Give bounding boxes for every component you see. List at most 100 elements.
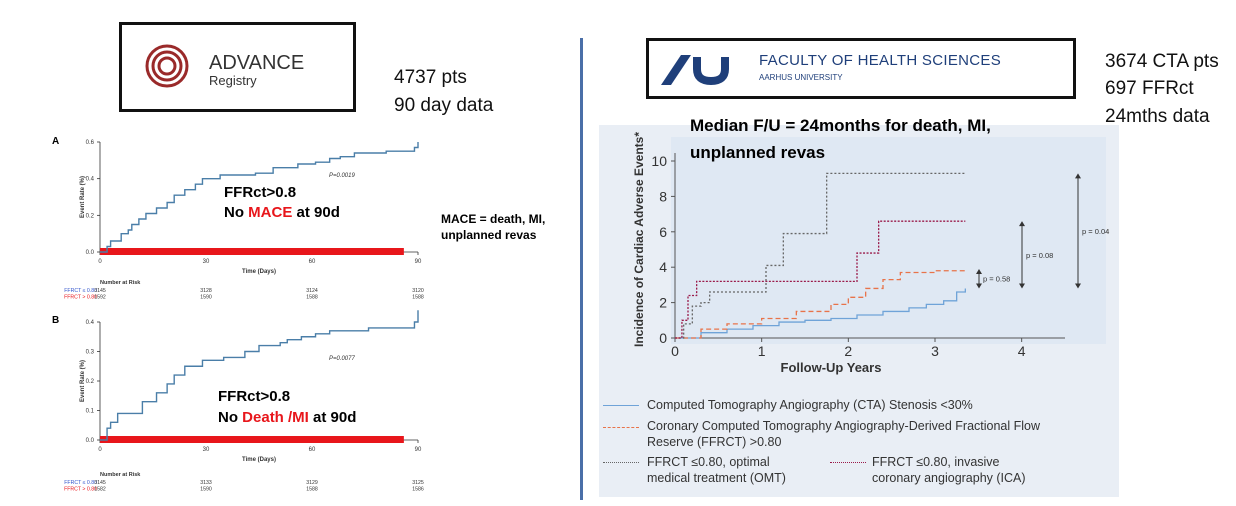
panel-a-label: A (52, 136, 60, 147)
legend-label-ffr-high-2: Reserve (FFRCT) >0.80 (647, 435, 782, 449)
x-tick-label: 0 (98, 259, 102, 265)
ffr-low-omt-curve (675, 172, 966, 339)
chart-c: 0 2 4 6 8 10 0 1 2 3 4 Follow-Up Years Incidence of … (632, 132, 1109, 375)
p-value-ica-label: p = 0.08 (1026, 251, 1053, 260)
y-tick-label: 0.6 (86, 140, 95, 146)
legend-label-ffr-high-1: Coronary Computed Tomography Angiography… (647, 419, 1041, 433)
p-value-omt-arrow-top (1075, 173, 1081, 179)
x-tick-label: 4 (1018, 343, 1026, 359)
risk-value: 1590 (200, 487, 212, 493)
legend-line-cta (603, 405, 639, 406)
x-axis-label: Time (Days) (242, 269, 276, 275)
advance-logo-box: ADVANCE Registry (119, 22, 356, 112)
aarhus-logo-icon (661, 55, 729, 86)
risk-value: 1592 (94, 295, 106, 301)
risk-value: 3129 (306, 480, 318, 486)
panel-a-annotation-line1: FFRct>0.8 (224, 184, 297, 201)
x-tick-label: 90 (415, 447, 422, 453)
risk-value: 3120 (412, 288, 424, 294)
x-tick-label: 2 (844, 343, 852, 359)
x-tick-label: 60 (309, 447, 316, 453)
advance-logo-title: ADVANCE (209, 52, 305, 74)
p-value-label: P=0.0019 (329, 173, 356, 179)
chart-b: 0.0 0.1 0.2 0.3 0.4 0 30 60 90 Time (Days) Event R… (64, 310, 424, 493)
p-value-ffr-high-arrow-bottom (976, 283, 982, 289)
ffr-low-curve (100, 310, 419, 441)
risk-value: 3125 (412, 480, 424, 486)
right-heading-line1: Median F/U = 24months for death, MI, (690, 116, 991, 135)
risk-row-label: FFRCT > 0.80 (64, 295, 97, 301)
p-value-omt-arrow-bottom (1075, 283, 1081, 289)
legend-label-ica-2: coronary angiography (ICA) (872, 471, 1026, 485)
risk-value: 1588 (306, 487, 318, 493)
risk-value: 3145 (94, 480, 106, 486)
right-stat-cta: 3674 CTA pts (1105, 51, 1219, 72)
risk-value: 3145 (94, 288, 106, 294)
risk-header: Number at Risk (100, 280, 141, 286)
legend-label-omt-2: medical treatment (OMT) (647, 471, 786, 485)
risk-row-label: FFRCT ≤ 0.80 (64, 480, 97, 486)
aarhus-logo-subtitle: AARHUS UNIVERSITY (759, 73, 843, 82)
ffr-high-curve-bar (100, 436, 404, 443)
risk-value: 3128 (200, 288, 212, 294)
risk-value: 1588 (306, 295, 318, 301)
right-stat-months: 24mths data (1105, 106, 1210, 127)
y-tick-label: 0.1 (86, 409, 95, 415)
legend-line-omt (603, 462, 639, 463)
panel-a-annotation-line2: No MACE at 90d (224, 204, 340, 221)
p-value-label: P=0.0077 (329, 356, 356, 362)
panel-b-annotation-line1: FFRct>0.8 (218, 388, 291, 405)
advance-logo-icon (145, 44, 189, 88)
risk-value: 1590 (200, 295, 212, 301)
y-tick-label: 10 (651, 153, 667, 169)
x-tick-label: 0 (98, 447, 102, 453)
risk-value: 1582 (94, 487, 106, 493)
y-tick-label: 0.4 (86, 320, 95, 326)
risk-row-label: FFRCT > 0.80 (64, 487, 97, 493)
y-tick-label: 8 (659, 188, 667, 204)
right-stat-ffrct: 697 FFRct (1105, 78, 1194, 99)
panel-b-label: B (52, 315, 60, 326)
y-axis-label: Incidence of Cardiac Adverse Events* (632, 132, 646, 347)
aarhus-logo-title: FACULTY OF HEALTH SCIENCES (759, 52, 1002, 69)
risk-value: 1586 (412, 487, 424, 493)
x-tick-label: 90 (415, 259, 422, 265)
y-tick-label: 6 (659, 224, 667, 240)
right-heading-line2: unplanned revas (690, 143, 826, 162)
y-tick-label: 2 (659, 295, 667, 311)
mace-note-line2: unplanned revas (441, 228, 537, 242)
y-tick-label: 0.0 (86, 250, 95, 256)
y-tick-label: 0.2 (86, 379, 95, 385)
risk-value: 3124 (306, 288, 318, 294)
risk-row-label: FFRCT ≤ 0.80 (64, 288, 97, 294)
risk-value: 1588 (412, 295, 424, 301)
ffr-low-curve (100, 142, 419, 253)
left-stat-days: 90 day data (394, 95, 494, 116)
vertical-divider (580, 38, 583, 500)
ffr-high-curve (675, 268, 966, 339)
legend-line-ica (830, 462, 866, 463)
left-stat-pts: 4737 pts (394, 67, 467, 88)
aarhus-logo-box: FACULTY OF HEALTH SCIENCES AARHUS UNIVER… (646, 38, 1076, 99)
p-value-ica-arrow-top (1019, 221, 1025, 227)
chart-a: 0.0 0.2 0.4 0.6 0 30 60 90 Time (Days) Event Rate… (64, 140, 424, 301)
right-plot-area (671, 137, 1106, 344)
x-axis-label: Follow-Up Years (781, 360, 882, 375)
x-tick-label: 3 (931, 343, 939, 359)
y-tick-label: 0 (659, 330, 667, 346)
y-tick-label: 0.0 (86, 438, 95, 444)
p-value-ffr-high-label: p = 0.58 (983, 275, 1010, 284)
legend-label-omt-1: FFRCT ≤0.80, optimal (647, 455, 770, 469)
x-tick-label: 1 (758, 343, 766, 359)
y-tick-label: 0.3 (86, 350, 95, 356)
y-tick-label: 0.4 (86, 177, 95, 183)
ffr-high-curve-bar (100, 248, 404, 255)
p-value-ica-arrow-bottom (1019, 283, 1025, 289)
legend-label-ica-1: FFRCT ≤0.80, invasive (872, 455, 1000, 469)
x-tick-label: 60 (309, 259, 316, 265)
y-axis-label: Event Rate (%) (80, 176, 86, 218)
mace-note-line1: MACE = death, MI, (441, 212, 546, 226)
risk-header: Number at Risk (100, 472, 141, 478)
x-axis-label: Time (Days) (242, 457, 276, 463)
cta-stenosis-curve (675, 288, 966, 339)
